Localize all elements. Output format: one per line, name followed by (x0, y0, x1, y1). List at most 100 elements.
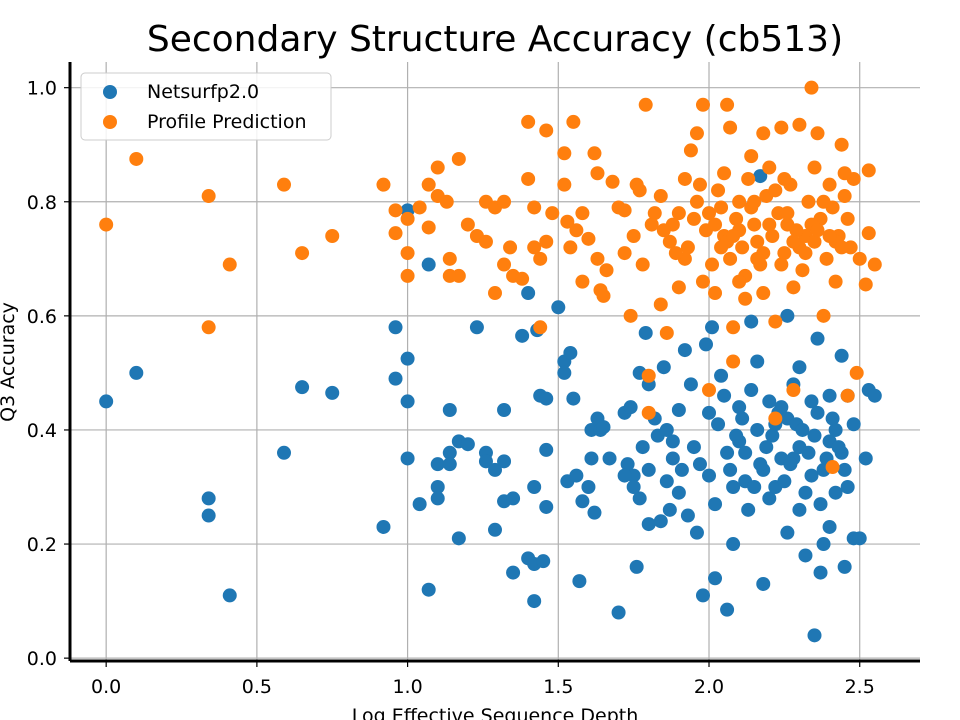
data-point (744, 149, 759, 164)
data-point (680, 508, 695, 523)
data-point (635, 440, 650, 455)
data-point (786, 383, 801, 398)
data-point (759, 440, 774, 455)
data-point (816, 308, 831, 323)
data-point (738, 291, 753, 306)
data-point (388, 371, 403, 386)
data-point (792, 117, 807, 132)
data-point (539, 234, 554, 249)
data-point (795, 263, 810, 278)
data-point (295, 246, 310, 261)
data-point (430, 491, 445, 506)
data-point (686, 211, 701, 226)
data-point (714, 240, 729, 255)
y-tick-label: 0.8 (27, 192, 57, 214)
data-point (747, 217, 762, 232)
data-point (539, 442, 554, 457)
data-point (626, 228, 641, 243)
data-point (705, 320, 720, 335)
data-point (545, 206, 560, 221)
data-point (460, 437, 475, 452)
data-point (533, 320, 548, 335)
data-point (421, 220, 436, 235)
data-point (478, 234, 493, 249)
y-tick-label: 0.4 (27, 420, 57, 442)
data-point (617, 203, 632, 218)
data-point (638, 97, 653, 112)
data-point (807, 428, 822, 443)
data-point (777, 246, 792, 261)
y-tick-label: 0.6 (27, 306, 57, 328)
data-point (686, 440, 701, 455)
data-point (777, 474, 792, 489)
data-point (376, 519, 391, 534)
data-point (702, 405, 717, 420)
data-point (822, 228, 837, 243)
data-point (201, 320, 216, 335)
data-point (822, 177, 837, 192)
data-point (695, 274, 710, 289)
data-point (698, 337, 713, 352)
data-point (551, 300, 566, 315)
data-point (765, 428, 780, 443)
data-point (819, 251, 834, 266)
data-point (602, 451, 617, 466)
data-point (677, 343, 692, 358)
data-point (768, 183, 783, 198)
data-point (557, 177, 572, 192)
data-point (702, 383, 717, 398)
data-point (506, 565, 521, 580)
data-point (277, 445, 292, 460)
data-point (605, 174, 620, 189)
data-point (488, 286, 502, 301)
data-point (729, 428, 744, 443)
data-point (129, 151, 144, 166)
data-point (439, 194, 454, 209)
data-point (222, 588, 237, 603)
data-point (430, 160, 445, 175)
data-point (852, 531, 867, 546)
data-point (581, 231, 596, 246)
data-point (711, 183, 726, 198)
data-point (460, 217, 475, 232)
data-point (692, 457, 707, 472)
data-point (702, 206, 717, 221)
data-point (723, 462, 738, 477)
legend: Netsurfp2.0 Profile Prediction (80, 72, 332, 141)
data-point (708, 217, 723, 232)
data-point (527, 594, 542, 609)
data-point (201, 491, 216, 506)
data-point (695, 97, 710, 112)
data-point (861, 163, 876, 178)
data-point (599, 263, 614, 278)
data-point (717, 166, 732, 181)
data-point (569, 468, 584, 483)
data-point (792, 360, 807, 375)
data-point (412, 497, 427, 512)
data-point (762, 394, 777, 409)
data-point (786, 280, 801, 295)
data-point (735, 240, 750, 255)
data-point (828, 274, 843, 289)
data-point (677, 171, 692, 186)
data-point (762, 160, 777, 175)
data-point (828, 485, 843, 500)
data-point (837, 166, 852, 181)
data-point (656, 223, 671, 238)
data-point (849, 365, 864, 380)
data-point (442, 457, 457, 472)
data-point (521, 171, 536, 186)
data-point (590, 251, 605, 266)
data-point (656, 360, 671, 375)
data-point (442, 402, 457, 417)
data-point (744, 383, 759, 398)
data-point (735, 411, 750, 426)
data-point (867, 257, 882, 272)
data-point (825, 460, 840, 475)
data-point (671, 402, 686, 417)
data-point (840, 388, 855, 403)
data-point (683, 143, 698, 158)
data-point (566, 114, 581, 129)
data-point (822, 388, 837, 403)
